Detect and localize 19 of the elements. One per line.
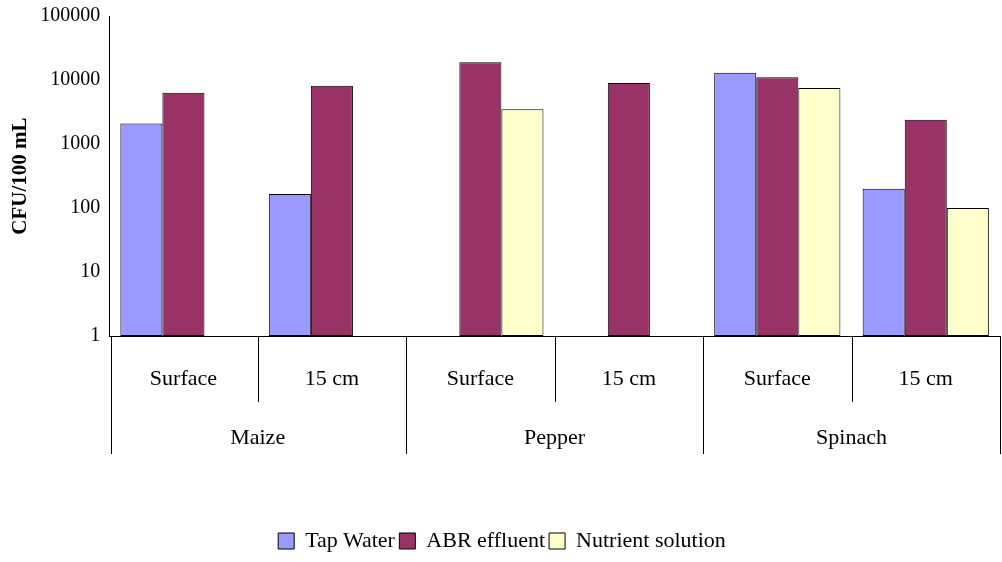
y-tick-label: 1000	[60, 131, 101, 154]
legend-label: Nutrient solution	[576, 526, 726, 552]
text: Spinach	[816, 423, 887, 449]
legend-label: ABR effluent	[426, 526, 546, 552]
y-tick-label: 1	[90, 323, 101, 346]
x-tick-label: 15 cm	[898, 364, 953, 390]
x-tick-label: Surface	[446, 364, 514, 390]
legend-label: Tap Water	[305, 526, 396, 552]
y-axis-title: CFU/100 mL	[7, 117, 32, 235]
x-tick-label: 15 cm	[304, 364, 360, 390]
x-tick-label: 15 cm	[601, 364, 657, 390]
y-tick-label: 100	[70, 195, 101, 218]
y-tick-label: 10	[80, 259, 101, 282]
x-tick-label: Surface	[149, 364, 218, 390]
y-tick-label: 100000	[40, 3, 101, 26]
x-tick-label: Surface	[743, 364, 811, 390]
text: Maize	[230, 423, 286, 449]
text: Pepper	[524, 423, 586, 449]
y-tick-label: 10000	[50, 67, 101, 90]
